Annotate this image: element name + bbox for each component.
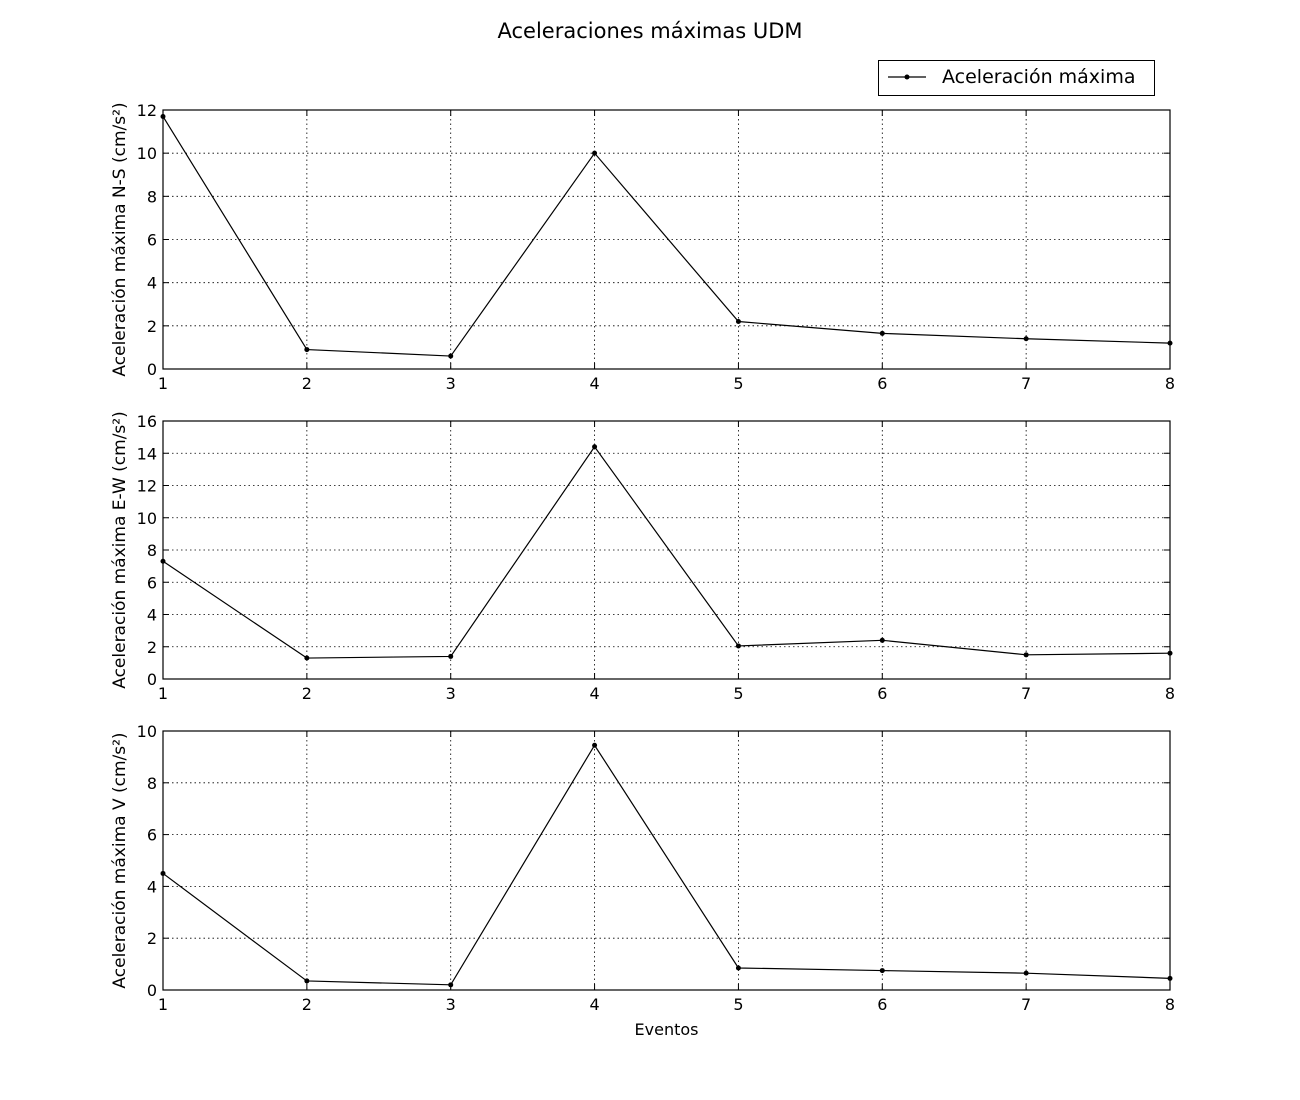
y-tick-label: 6 (147, 231, 157, 250)
data-point (879, 968, 885, 974)
y-tick-label: 6 (147, 826, 157, 845)
legend-label: Aceleración máxima (942, 66, 1135, 88)
data-point (448, 353, 454, 359)
data-point (592, 150, 598, 156)
data-point (879, 330, 885, 336)
series-line (162, 116, 1171, 357)
data-point (304, 655, 310, 661)
x-tick-label: 1 (158, 374, 168, 393)
data-point (735, 643, 741, 649)
x-tick-label: 3 (446, 995, 456, 1014)
chart-title: Aceleraciones máximas UDM (498, 19, 803, 43)
x-tick-label: 3 (446, 374, 456, 393)
data-point (592, 444, 598, 450)
y-tick-label: 12 (137, 477, 157, 496)
data-point (592, 742, 598, 748)
data-point (1167, 650, 1173, 656)
x-tick-label: 5 (733, 374, 743, 393)
x-tick-label: 2 (302, 995, 312, 1014)
x-tick-label: 2 (302, 684, 312, 703)
y-axis-label: Aceleración máxima N-S (cm/s²) (110, 102, 130, 376)
subplot-3: 1 2 3 4 5 6 7 8 0 2 4 6 8 10 Aceleración máxima V (cm/… (110, 722, 1175, 1039)
x-tick-label: 7 (1021, 684, 1031, 703)
legend-marker-sample (904, 74, 910, 80)
x-tick-label: 4 (589, 995, 599, 1014)
y-tick-label: 0 (147, 670, 157, 689)
data-point (1167, 975, 1173, 981)
data-point (1023, 652, 1029, 658)
data-point (1023, 970, 1029, 976)
x-tick-label: 6 (877, 374, 887, 393)
y-tick-label: 4 (147, 606, 157, 625)
data-point (735, 319, 741, 325)
y-tick-label: 8 (147, 187, 157, 206)
x-tick-label: 6 (877, 995, 887, 1014)
y-tick-label: 14 (137, 444, 157, 463)
y-tick-label: 10 (137, 144, 157, 163)
x-tick-label: 2 (302, 374, 312, 393)
y-tick-label: 0 (147, 981, 157, 1000)
data-point (160, 113, 166, 119)
y-axis-label: Aceleración máxima V (cm/s²) (110, 732, 130, 988)
x-tick-label: 1 (158, 995, 168, 1014)
y-tick-label: 4 (147, 877, 157, 896)
y-tick-label: 12 (137, 101, 157, 120)
x-tick-label: 3 (446, 684, 456, 703)
x-tick-label: 1 (158, 684, 168, 703)
series-line (162, 445, 1171, 659)
y-tick-label: 16 (137, 412, 157, 431)
y-axis-label: Aceleración máxima E-W (cm/s²) (110, 411, 130, 689)
y-tick-label: 0 (147, 360, 157, 379)
axes-frame (162, 730, 1171, 991)
legend-box (878, 60, 1155, 96)
legend: Aceleración máxima (878, 60, 1155, 96)
x-tick-label: 4 (589, 374, 599, 393)
data-point (160, 558, 166, 564)
x-tick-label: 4 (589, 684, 599, 703)
data-point (160, 870, 166, 876)
y-tick-label: 10 (137, 722, 157, 741)
y-tick-label: 8 (147, 541, 157, 560)
y-tick-label: 2 (147, 317, 157, 336)
data-point (304, 347, 310, 353)
x-tick-label: 5 (733, 995, 743, 1014)
x-tick-label: 6 (877, 684, 887, 703)
x-tick-label: 8 (1165, 995, 1175, 1014)
data-point (1167, 340, 1173, 346)
y-tick-label: 6 (147, 573, 157, 592)
y-tick-label: 10 (137, 509, 157, 528)
data-point (304, 978, 310, 984)
y-tick-label: 2 (147, 638, 157, 657)
x-tick-label: 7 (1021, 374, 1031, 393)
y-tick-label: 2 (147, 929, 157, 948)
x-tick-label: 5 (733, 684, 743, 703)
y-tick-label: 8 (147, 774, 157, 793)
series-line (162, 744, 1171, 986)
y-tick-label: 4 (147, 274, 157, 293)
data-point (1023, 336, 1029, 342)
x-tick-label: 7 (1021, 995, 1031, 1014)
x-axis-label: Eventos (635, 1020, 699, 1039)
data-point (735, 965, 741, 971)
data-point (448, 653, 454, 659)
data-point (879, 637, 885, 643)
x-tick-label: 8 (1165, 684, 1175, 703)
x-tick-label: 8 (1165, 374, 1175, 393)
data-point (448, 982, 454, 988)
